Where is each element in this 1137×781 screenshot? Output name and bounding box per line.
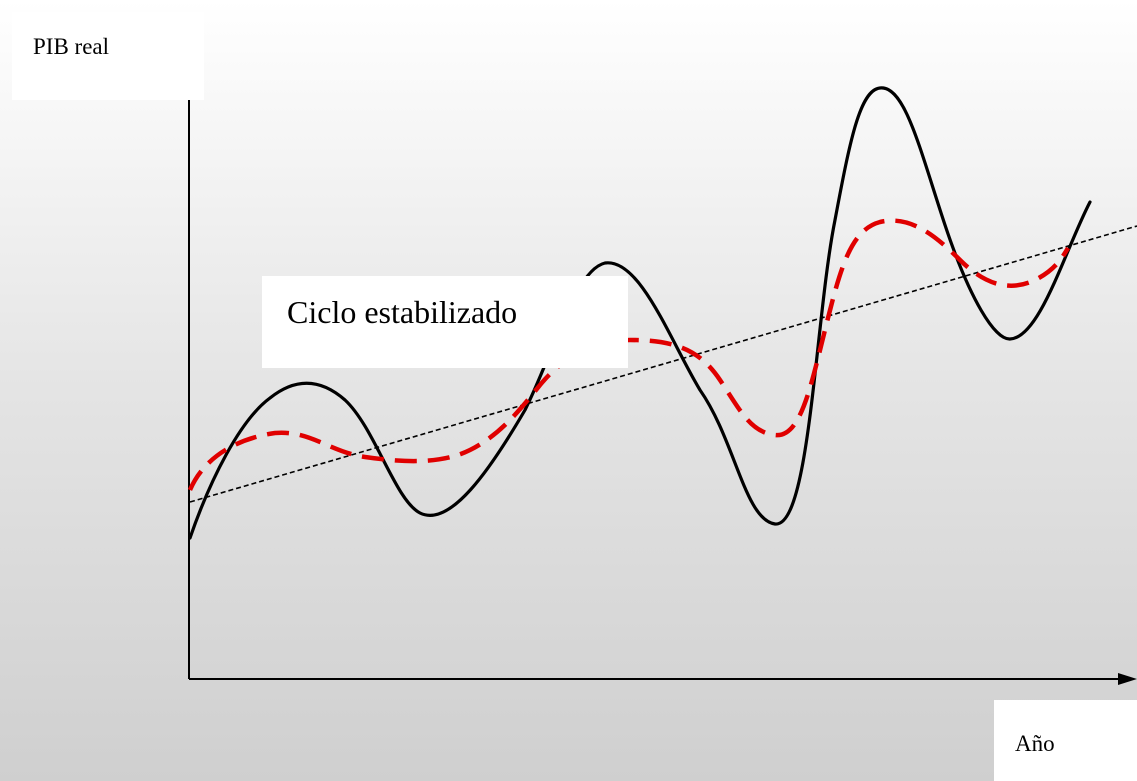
x-axis-label: Año <box>994 700 1137 781</box>
stabilized-cycle-annotation: Ciclo estabilizado <box>262 276 628 368</box>
x-axis-arrowhead <box>1118 673 1137 685</box>
y-axis-label: PIB real <box>12 12 204 100</box>
trend-line <box>189 225 1137 503</box>
actual-cycle-curve <box>188 86 1092 540</box>
stabilized-cycle-curve <box>187 218 1070 491</box>
